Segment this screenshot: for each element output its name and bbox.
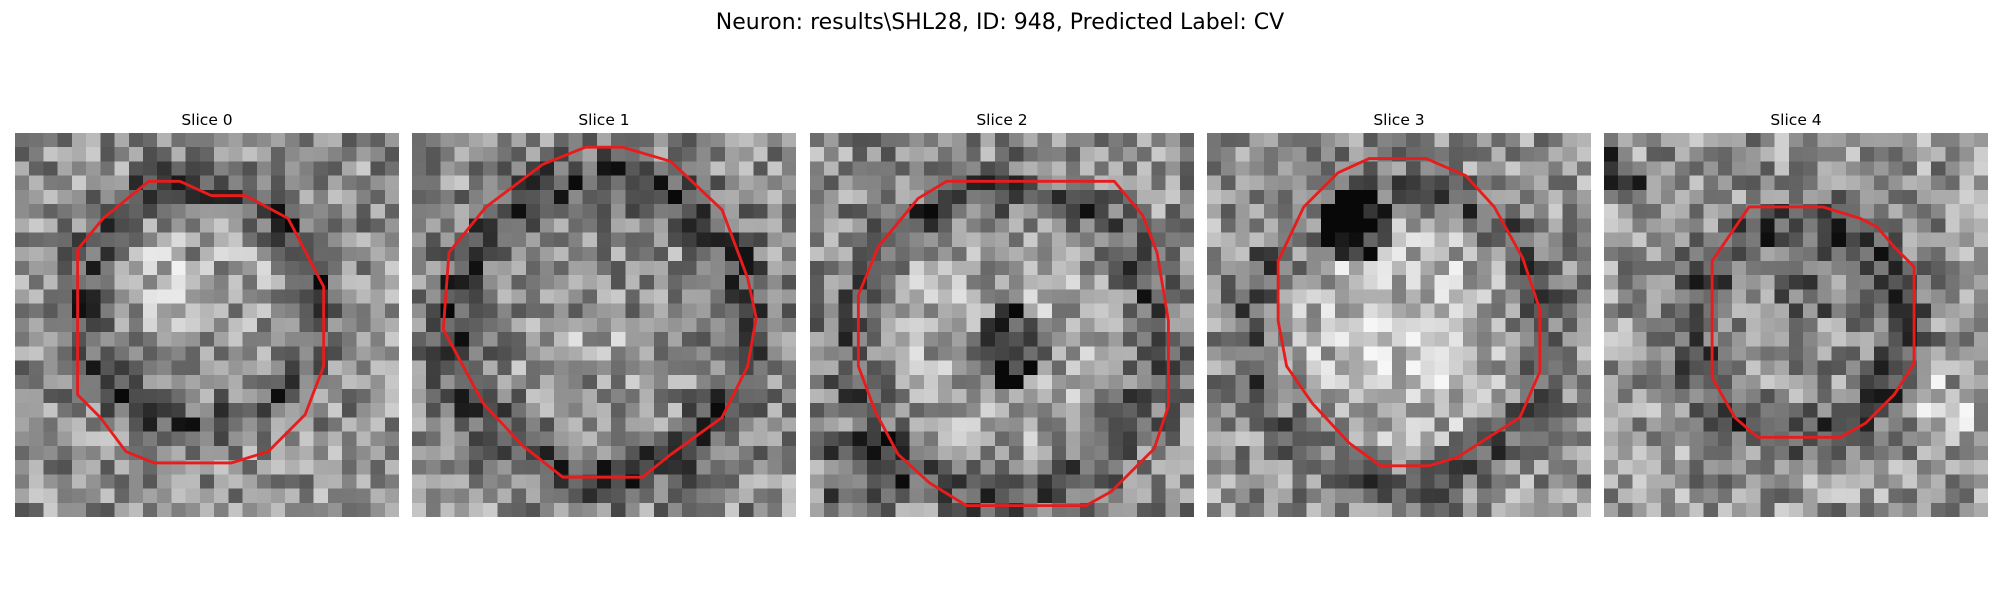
roi-contour [441,145,758,479]
slice-pixels [412,133,796,517]
roi-contour [76,179,326,465]
figure-title: Neuron: results\SHL28, ID: 948, Predicte… [715,10,1285,35]
slice-pixels [1207,133,1591,517]
slice-image-3 [1207,133,1591,517]
slice-image-0 [15,133,399,517]
slice-panel-3: Slice 3 [1207,108,1591,517]
slice-pixels [15,133,399,517]
slice-title-2: Slice 2 [976,111,1028,129]
slice-pixels [810,133,1194,517]
slice-image-4 [1604,133,1988,517]
slice-panel-2: Slice 2 [810,108,1194,517]
slice-panel-4: Slice 4 [1604,108,1988,517]
slice-pixels [1604,133,1988,517]
slice-title-0: Slice 0 [181,111,233,129]
roi-contour [1276,157,1542,468]
slice-title-1: Slice 1 [578,111,630,129]
slice-panel-1: Slice 1 [412,108,796,517]
slice-image-1 [412,133,796,517]
slice-image-2 [810,133,1194,517]
slice-panel-0: Slice 0 [15,108,399,517]
roi-contour [856,179,1170,508]
roi-contour [1710,205,1916,439]
slice-title-3: Slice 3 [1373,111,1425,129]
slice-title-4: Slice 4 [1770,111,1822,129]
